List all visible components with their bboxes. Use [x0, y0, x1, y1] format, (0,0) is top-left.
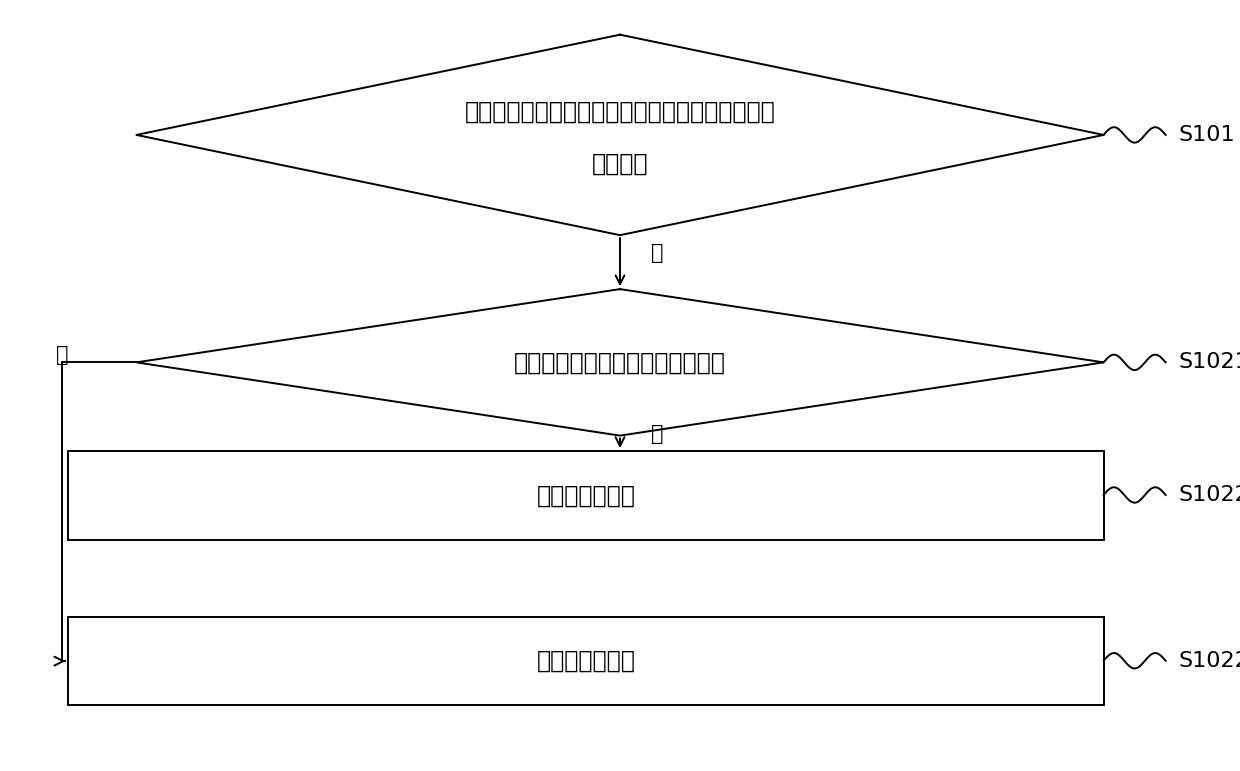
Text: 是: 是: [651, 243, 663, 263]
Text: 控制超前角增加: 控制超前角增加: [537, 483, 635, 507]
Text: 否: 否: [56, 345, 68, 365]
Text: S1022: S1022: [1178, 485, 1240, 505]
Text: S1022: S1022: [1178, 651, 1240, 671]
Text: 根据输出至直流电机的电压饱和率，判断是否进行: 根据输出至直流电机的电压饱和率，判断是否进行: [465, 99, 775, 124]
Text: 控制超前角减小: 控制超前角减小: [537, 649, 635, 673]
Text: S101: S101: [1178, 125, 1235, 145]
Text: S1021: S1021: [1178, 352, 1240, 372]
Text: 弱磁控制: 弱磁控制: [591, 152, 649, 177]
Bar: [68, 617, 1104, 705]
Text: 是: 是: [651, 424, 663, 444]
Bar: [68, 451, 1104, 540]
Text: 判断电压饱和率是否大于第一阈值: 判断电压饱和率是否大于第一阈值: [515, 350, 725, 375]
